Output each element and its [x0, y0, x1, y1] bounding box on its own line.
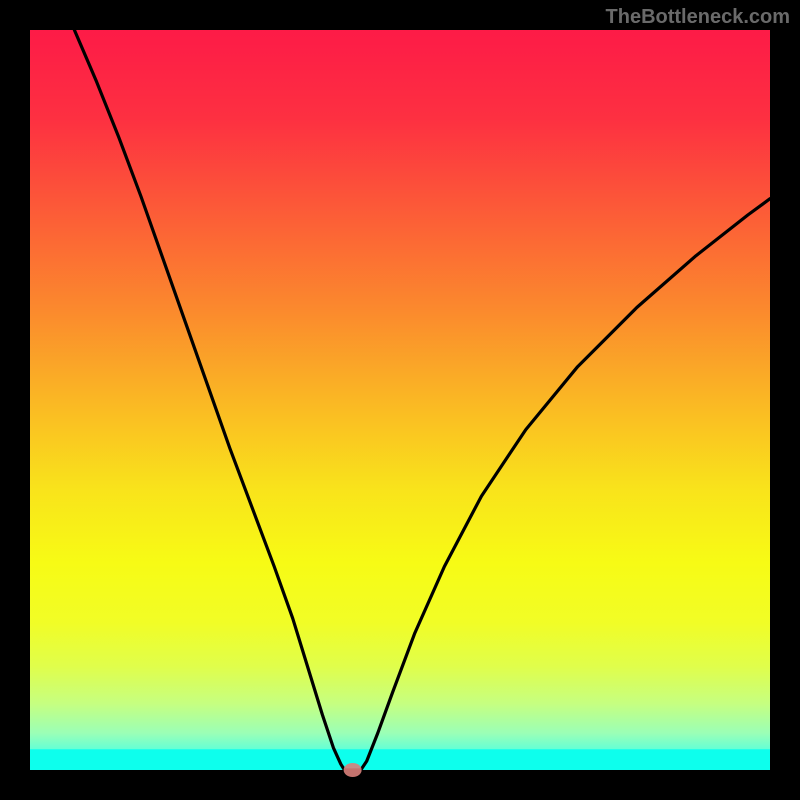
- bottleneck-chart: TheBottleneck.com: [0, 0, 800, 800]
- chart-svg: [0, 0, 800, 800]
- watermark-text: TheBottleneck.com: [606, 6, 790, 29]
